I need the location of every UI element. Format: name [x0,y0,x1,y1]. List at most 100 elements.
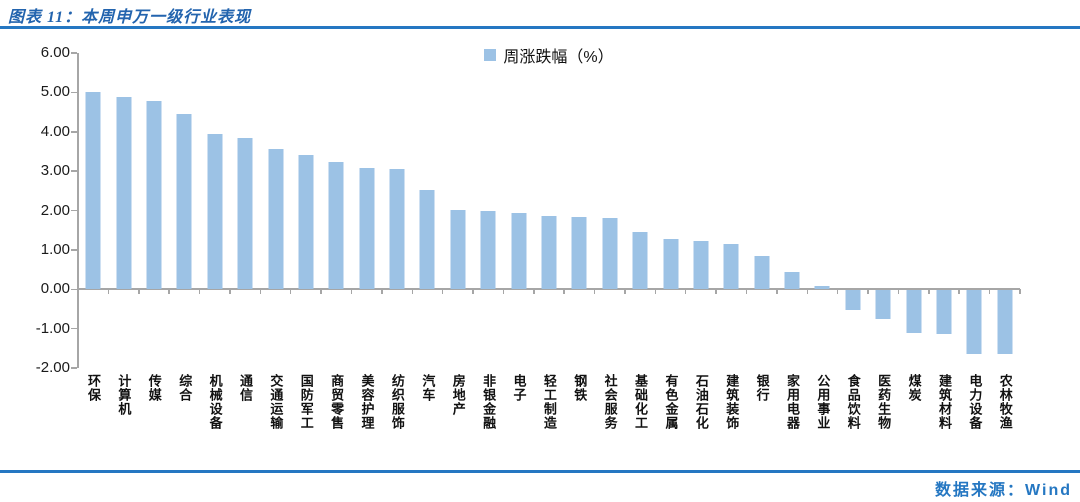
x-axis-label: 有色金属 [655,374,685,466]
x-axis-label-text: 煤炭 [906,374,922,402]
y-tick-label: 3.00 [40,162,70,180]
x-axis-label-text: 机械设备 [207,374,223,430]
bar [754,255,770,290]
bar [480,210,496,290]
bar [814,286,830,290]
x-axis-label: 纺织服饰 [382,374,412,466]
bar [541,216,557,290]
bar [571,217,587,290]
x-tick-mark [1019,289,1021,295]
x-axis-label: 综合 [169,374,199,466]
x-tick-mark [198,289,201,295]
x-axis-label: 基础化工 [625,374,655,466]
x-tick-mark [472,289,474,295]
x-axis-label-text: 电子 [511,374,527,402]
x-axis-label-text: 钢铁 [572,374,588,402]
x-axis-label-text: 建筑材料 [936,374,952,430]
x-axis-label: 石油石化 [686,374,716,466]
x-axis-label-text: 通信 [237,374,253,402]
x-tick-mark [593,289,596,295]
y-tick-mark [71,52,77,54]
bar-slot [868,53,898,368]
x-tick-mark [350,289,353,295]
bar [176,113,192,290]
legend-label: 周涨跌幅（%） [503,49,614,66]
x-tick-mark [715,289,717,295]
bar [359,167,375,290]
x-axis-label-text: 汽车 [420,374,436,402]
y-tick-mark [71,91,77,94]
title-divider [0,26,1080,29]
x-axis-label-text: 有色金属 [663,374,679,430]
x-axis-label-text: 美容护理 [359,374,375,430]
bar-slot [898,53,928,368]
x-axis-labels: 环保 计算机 传媒 综合 机械设备 通信 交通运输 国防军工 商贸零售 美容护理 纺织服饰 汽车 房地产… [78,374,1020,466]
x-axis-label: 传媒 [139,374,169,466]
x-axis-label: 电子 [503,374,533,466]
x-tick-mark [441,289,444,295]
x-axis-label-text: 食品饮料 [845,374,861,430]
bar-slot [230,53,260,368]
x-axis-label: 房地产 [443,374,473,466]
bar [268,148,283,290]
x-tick-mark [320,289,322,295]
data-source: 数据来源：Wind [935,482,1072,499]
bar-slot [929,53,959,368]
x-tick-mark [229,289,231,295]
x-axis-label: 美容护理 [352,374,382,466]
bar [632,231,648,290]
x-axis-label-text: 电力设备 [967,374,983,430]
x-axis-label-text: 非银金融 [481,374,497,430]
y-tick-mark [71,367,77,369]
bar [328,161,344,290]
bar [237,138,253,290]
x-tick-mark [745,289,748,295]
x-tick-mark [381,289,383,295]
bar [936,290,952,335]
y-tick-mark [71,209,77,212]
figure-title: 图表 11：本周申万一级行业表现 [8,9,252,26]
bar-slot [747,53,777,368]
bar [389,168,405,290]
bar-slot [200,53,230,368]
x-axis-label-text: 轻工制造 [541,374,557,430]
bar-slot [260,53,290,368]
x-axis-label: 交通运输 [260,374,290,466]
bar-slot [716,53,746,368]
x-axis-label: 煤炭 [899,374,929,466]
bar [146,101,162,290]
y-tick-label: -2.00 [35,359,70,376]
y-tick-label: 6.00 [40,44,70,61]
value-axis-line [77,53,79,368]
x-axis-label: 环保 [78,374,108,466]
bar [298,155,314,290]
x-axis-label-text: 医药生物 [876,374,892,430]
x-tick-mark [168,289,170,295]
x-tick-mark [411,289,413,295]
bar [784,271,800,290]
x-tick-mark [836,289,839,295]
bar [116,96,132,290]
bar-slot [291,53,321,368]
bar-slot [139,53,169,368]
bar-slot [169,53,199,368]
bar-slot [321,53,351,368]
x-axis-label: 轻工制造 [534,374,564,466]
y-tick-mark [71,131,77,133]
y-tick-mark [71,327,77,330]
category-axis-line [77,288,1020,291]
chart-legend: 周涨跌幅（%） [78,45,1020,66]
x-tick-mark [502,289,505,295]
y-tick-label: 5.00 [40,83,70,101]
bar [85,92,101,290]
x-axis-label: 钢铁 [564,374,594,466]
bar-slot [473,53,503,368]
x-axis-label: 银行 [747,374,777,466]
bar [663,239,679,290]
bar [723,243,739,290]
bar [419,189,435,290]
bar [906,290,922,333]
bar-slot [990,53,1020,368]
x-axis-label-text: 石油石化 [693,374,709,430]
x-axis-label: 农林牧渔 [990,374,1020,466]
